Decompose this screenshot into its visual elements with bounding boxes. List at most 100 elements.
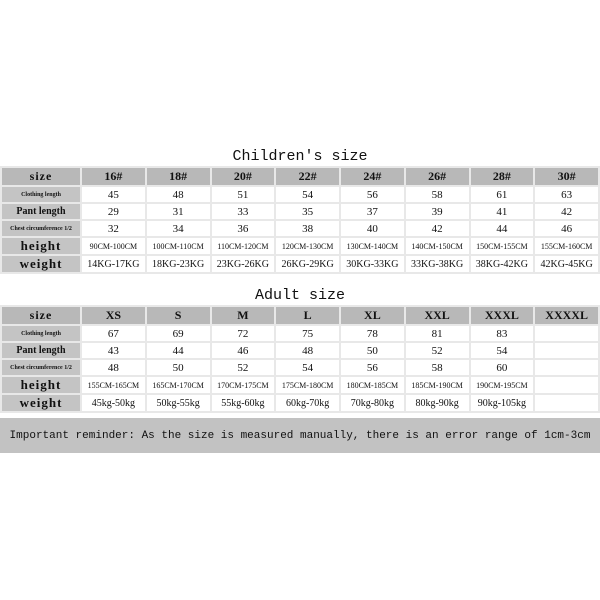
measurement-reminder: Important reminder: As the size is measu… xyxy=(0,418,600,453)
table-cell: 50 xyxy=(144,358,212,377)
row-label: Pant length xyxy=(0,341,82,360)
table-cell: 44 xyxy=(144,341,212,360)
children-size-table: size 16# 18# 20# 22# 24# 26# 28# 30# Clothing len… xyxy=(0,166,600,274)
table-cell xyxy=(533,358,600,377)
table-cell: 58 xyxy=(403,185,471,204)
row-label: weight xyxy=(0,254,82,274)
adult-row-pant-length: Pant length 43 44 46 48 50 52 54 xyxy=(0,341,600,360)
size-header-cell: 30# xyxy=(533,166,600,187)
table-cell: 37 xyxy=(339,202,406,221)
table-cell: 120CM-130CM xyxy=(274,236,341,256)
table-cell: 43 xyxy=(80,341,147,360)
table-cell xyxy=(533,375,600,395)
table-cell: 39 xyxy=(403,202,471,221)
table-cell: 58 xyxy=(403,358,471,377)
size-header-cell: 16# xyxy=(80,166,147,187)
table-cell: 26KG-29KG xyxy=(274,254,341,274)
row-label: height xyxy=(0,375,82,395)
table-cell: 60 xyxy=(468,358,536,377)
table-cell: 63 xyxy=(533,185,600,204)
table-cell: 54 xyxy=(274,358,341,377)
table-cell: 38KG-42KG xyxy=(468,254,536,274)
children-row-height: height 90CM-100CM 100CM-110CM 110CM-120CM 12… xyxy=(0,236,600,256)
table-cell: 180CM-185CM xyxy=(339,375,406,395)
children-row-sizes: size 16# 18# 20# 22# 24# 26# 28# 30# xyxy=(0,166,600,187)
row-label: Chest circumference 1/2 xyxy=(0,358,82,377)
children-size-title: Children's size xyxy=(232,148,368,165)
table-cell: 23KG-26KG xyxy=(209,254,277,274)
adult-row-clothing-length: Clothing length 67 69 72 75 78 81 83 xyxy=(0,324,600,343)
size-header-cell: 22# xyxy=(274,166,341,187)
table-cell: 100CM-110CM xyxy=(144,236,212,256)
table-cell xyxy=(533,393,600,413)
children-row-clothing-length: Clothing length 45 48 51 54 56 58 61 63 xyxy=(0,185,600,204)
table-cell: 33 xyxy=(209,202,277,221)
table-cell: 48 xyxy=(274,341,341,360)
table-cell xyxy=(533,324,600,343)
size-header-cell: 28# xyxy=(468,166,536,187)
row-label: weight xyxy=(0,393,82,413)
children-row-weight: weight 14KG-17KG 18KG-23KG 23KG-26KG 26KG-29… xyxy=(0,254,600,274)
adult-row-weight: weight 45kg-50kg 50kg-55kg 55kg-60kg 60kg-70… xyxy=(0,393,600,413)
table-cell: 40 xyxy=(339,219,406,238)
table-cell: 130CM-140CM xyxy=(339,236,406,256)
table-cell: 34 xyxy=(144,219,212,238)
size-header-cell: 18# xyxy=(144,166,212,187)
adult-row-height: height 155CM-165CM 165CM-170CM 170CM-175CM 1… xyxy=(0,375,600,395)
table-cell: 41 xyxy=(468,202,536,221)
adult-row-chest: Chest circumference 1/2 48 50 52 54 56 58 60 xyxy=(0,358,600,377)
table-cell: 170CM-175CM xyxy=(209,375,277,395)
table-cell: 90CM-100CM xyxy=(80,236,147,256)
row-label: height xyxy=(0,236,82,256)
children-row-chest: Chest circumference 1/2 32 34 36 38 40 42 44 46 xyxy=(0,219,600,238)
table-cell: 56 xyxy=(339,358,406,377)
size-header-cell: XL xyxy=(339,305,406,326)
table-cell: 29 xyxy=(80,202,147,221)
size-header-cell: XXL xyxy=(403,305,471,326)
table-cell: 52 xyxy=(209,358,277,377)
row-label: size xyxy=(0,305,82,326)
table-cell: 48 xyxy=(144,185,212,204)
row-label: Clothing length xyxy=(0,185,82,204)
row-label: Chest circumference 1/2 xyxy=(0,219,82,238)
size-header-cell: XXXL xyxy=(468,305,536,326)
table-cell: 110CM-120CM xyxy=(209,236,277,256)
row-label: Pant length xyxy=(0,202,82,221)
table-cell: 150CM-155CM xyxy=(468,236,536,256)
size-header-cell: 26# xyxy=(403,166,471,187)
table-cell: 45 xyxy=(80,185,147,204)
size-header-cell: L xyxy=(274,305,341,326)
table-cell: 38 xyxy=(274,219,341,238)
children-row-pant-length: Pant length 29 31 33 35 37 39 41 42 xyxy=(0,202,600,221)
table-cell: 54 xyxy=(274,185,341,204)
row-label: Clothing length xyxy=(0,324,82,343)
table-cell: 14KG-17KG xyxy=(80,254,147,274)
table-cell: 69 xyxy=(144,324,212,343)
table-cell: 75 xyxy=(274,324,341,343)
adult-size-title: Adult size xyxy=(254,287,345,304)
table-cell: 81 xyxy=(403,324,471,343)
size-header-cell: 20# xyxy=(209,166,277,187)
table-cell xyxy=(533,341,600,360)
table-cell: 50 xyxy=(339,341,406,360)
size-header-cell: 24# xyxy=(339,166,406,187)
table-cell: 48 xyxy=(80,358,147,377)
table-cell: 165CM-170CM xyxy=(144,375,212,395)
table-cell: 70kg-80kg xyxy=(339,393,406,413)
table-cell: 78 xyxy=(339,324,406,343)
table-cell: 33KG-38KG xyxy=(403,254,471,274)
table-cell: 55kg-60kg xyxy=(209,393,277,413)
table-cell: 60kg-70kg xyxy=(274,393,341,413)
table-cell: 140CM-150CM xyxy=(403,236,471,256)
table-cell: 155CM-165CM xyxy=(80,375,147,395)
table-cell: 67 xyxy=(80,324,147,343)
size-header-cell: XS xyxy=(80,305,147,326)
table-cell: 35 xyxy=(274,202,341,221)
table-cell: 52 xyxy=(403,341,471,360)
table-cell: 80kg-90kg xyxy=(403,393,471,413)
size-header-cell: S xyxy=(144,305,212,326)
table-cell: 46 xyxy=(533,219,600,238)
table-cell: 31 xyxy=(144,202,212,221)
table-cell: 90kg-105kg xyxy=(468,393,536,413)
table-cell: 190CM-195CM xyxy=(468,375,536,395)
